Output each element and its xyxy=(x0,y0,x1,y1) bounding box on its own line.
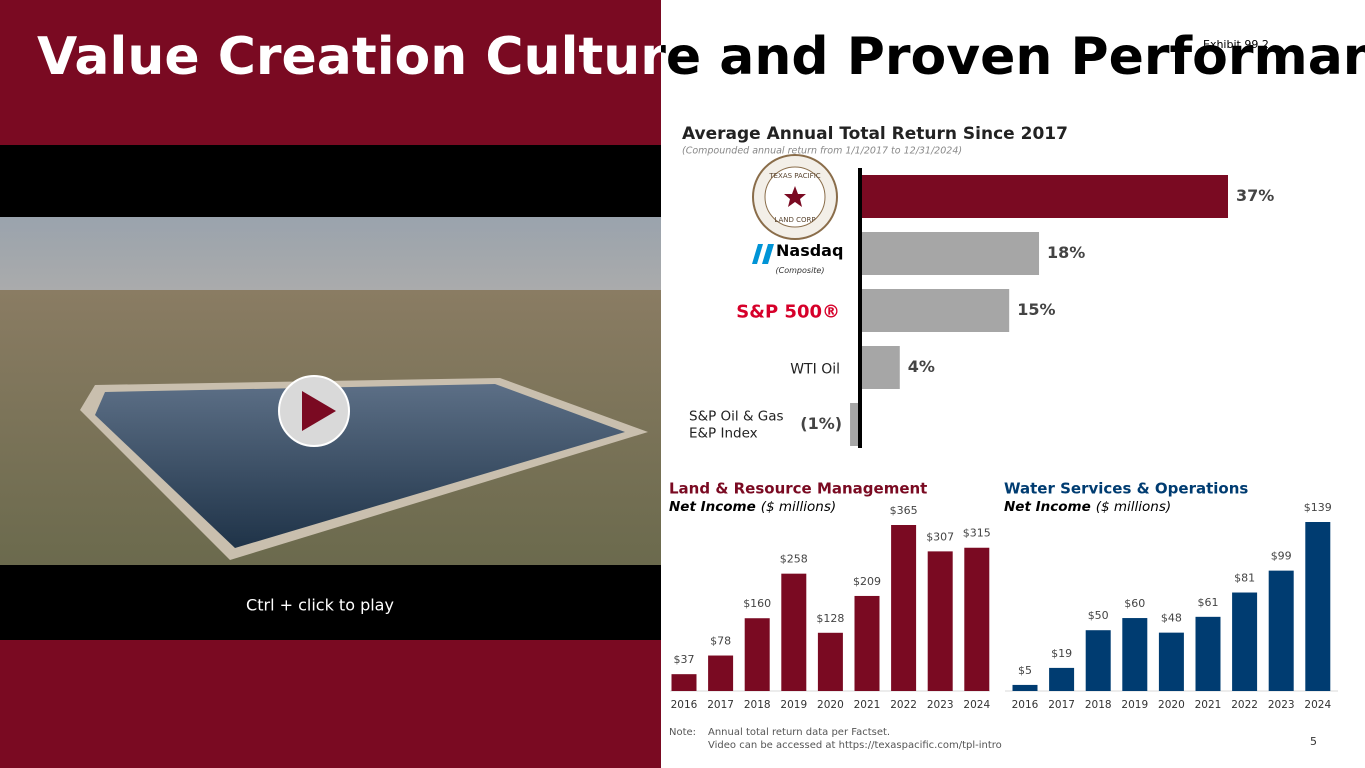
bar xyxy=(1268,570,1294,691)
note-text: Annual total return data per Factset. xyxy=(708,727,890,738)
chart-subtitle: (Compounded annual return from 1/1/2017 … xyxy=(682,146,962,157)
bar xyxy=(964,547,990,691)
x-tick-label: 2017 xyxy=(707,699,734,711)
value-label: $99 xyxy=(1271,550,1292,563)
x-tick-label: 2020 xyxy=(1158,699,1185,711)
chart-subtitle: Net Income ($ millions) xyxy=(669,499,836,515)
chart-title: Water Services & Operations xyxy=(1004,480,1248,498)
subtitle-main: Net Income xyxy=(1004,499,1091,515)
note-text: Video can be accessed at https://texaspa… xyxy=(708,740,1002,751)
bar xyxy=(744,618,770,691)
bar xyxy=(1012,684,1038,691)
x-tick-label: 2019 xyxy=(1121,699,1148,711)
x-tick-label: 2023 xyxy=(927,699,954,711)
value-label: 37% xyxy=(1236,186,1274,205)
value-label: $81 xyxy=(1234,572,1255,585)
bar xyxy=(860,232,1040,275)
value-label: $307 xyxy=(926,530,954,543)
bar xyxy=(1305,522,1331,691)
bar xyxy=(708,655,734,691)
value-label: (1%) xyxy=(800,414,842,433)
bar xyxy=(671,674,697,691)
x-tick-label: 2024 xyxy=(1304,699,1331,711)
value-label: 4% xyxy=(908,357,935,376)
exhibit-label: Exhibit 99.2 xyxy=(1203,38,1269,51)
category-label: E&P Index xyxy=(689,426,758,442)
bar xyxy=(850,403,860,446)
video-caption: Ctrl + click to play xyxy=(246,596,394,615)
subtitle-unit: ($ millions) xyxy=(1096,499,1171,515)
note-label: Note: xyxy=(669,727,696,738)
page-number: 5 xyxy=(1310,735,1317,748)
x-tick-label: 2021 xyxy=(854,699,881,711)
x-tick-label: 2018 xyxy=(1085,699,1112,711)
value-label: $60 xyxy=(1124,597,1145,610)
value-label: $258 xyxy=(780,553,808,566)
bar xyxy=(1122,618,1148,691)
value-label: $128 xyxy=(816,612,844,625)
bar xyxy=(1232,592,1258,691)
x-tick-label: 2018 xyxy=(744,699,771,711)
bar xyxy=(781,573,807,691)
category-label: S&P Oil & Gas xyxy=(689,409,784,425)
x-tick-label: 2020 xyxy=(817,699,844,711)
nasdaq-icon xyxy=(752,244,763,264)
chart-subtitle: Net Income ($ millions) xyxy=(1004,499,1171,515)
value-label: 18% xyxy=(1047,243,1085,262)
x-tick-label: 2024 xyxy=(963,699,990,711)
video-thumbnail[interactable] xyxy=(0,217,661,565)
category-label: WTI Oil xyxy=(790,362,840,378)
x-tick-label: 2016 xyxy=(1012,699,1039,711)
x-tick-label: 2017 xyxy=(1048,699,1075,711)
subtitle-unit: ($ millions) xyxy=(761,499,836,515)
logo-text: TEXAS PACIFIC xyxy=(768,172,820,180)
value-label: 15% xyxy=(1017,300,1055,319)
category-label: S&P 500® xyxy=(736,302,840,323)
bar xyxy=(860,346,900,389)
bar xyxy=(1049,667,1075,691)
value-label: $19 xyxy=(1051,647,1072,660)
value-label: $315 xyxy=(963,527,991,540)
value-label: $50 xyxy=(1088,609,1109,622)
bar xyxy=(817,632,843,691)
category-label: S&P Oil & Gas E&P Index xyxy=(689,409,784,442)
bar xyxy=(860,289,1010,332)
category-subtitle: (Composite) xyxy=(776,266,825,275)
bar xyxy=(891,525,917,691)
chart-title: Average Annual Total Return Since 2017 xyxy=(682,124,1068,144)
value-label: $61 xyxy=(1198,596,1219,609)
x-tick-label: 2016 xyxy=(671,699,698,711)
tpl-logo: TEXAS PACIFIC LAND CORP xyxy=(752,154,838,240)
value-label: $5 xyxy=(1018,664,1032,677)
value-label: $365 xyxy=(890,504,918,517)
category-label: Nasdaq xyxy=(776,241,843,260)
slide-title: Value Creation Culture and Proven Perfor… xyxy=(37,27,1365,87)
value-label: $37 xyxy=(674,653,695,666)
x-tick-label: 2022 xyxy=(890,699,917,711)
x-tick-label: 2023 xyxy=(1268,699,1295,711)
value-label: $209 xyxy=(853,575,881,588)
bar xyxy=(1085,630,1111,691)
x-tick-label: 2021 xyxy=(1195,699,1222,711)
bar xyxy=(1195,616,1221,691)
chart-title: Land & Resource Management xyxy=(669,480,927,498)
bar xyxy=(1158,632,1184,691)
value-label: $78 xyxy=(710,635,731,648)
subtitle-main: Net Income xyxy=(669,499,756,515)
bar xyxy=(854,595,880,691)
x-tick-label: 2022 xyxy=(1231,699,1258,711)
value-label: $139 xyxy=(1304,501,1332,514)
logo-text: LAND CORP xyxy=(774,216,815,224)
bar xyxy=(927,551,953,691)
bar xyxy=(860,175,1228,218)
value-label: $48 xyxy=(1161,612,1182,625)
slide-title: Value Creation Culture and Proven Perfor… xyxy=(37,27,1365,87)
nasdaq-icon xyxy=(762,244,774,264)
value-label: $160 xyxy=(743,597,771,610)
x-tick-label: 2019 xyxy=(780,699,807,711)
